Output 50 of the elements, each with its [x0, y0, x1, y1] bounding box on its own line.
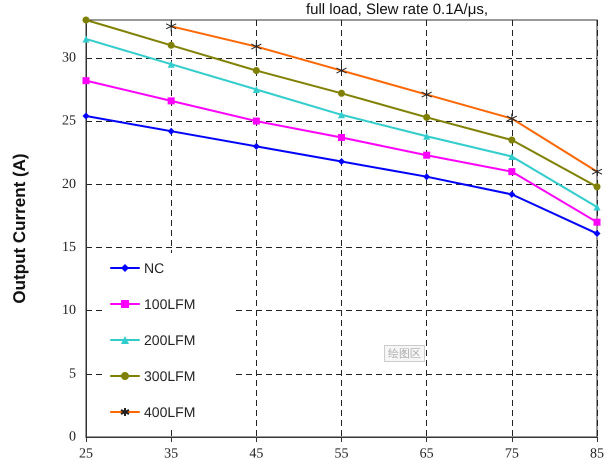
- point: [252, 86, 260, 93]
- legend-label: 100LFM: [144, 296, 196, 312]
- y-tick-label: 5: [69, 366, 76, 382]
- point: [168, 60, 175, 68]
- point: [168, 42, 175, 49]
- x-tick-label: 45: [249, 446, 264, 462]
- legend-label: 300LFM: [144, 368, 196, 384]
- y-tick-label: 25: [62, 114, 76, 129]
- x-tick-label: 75: [504, 446, 519, 462]
- legend-label: 400LFM: [144, 404, 196, 420]
- y-tick-label: 15: [62, 240, 76, 255]
- point: [82, 35, 90, 42]
- point: [423, 114, 430, 121]
- point: [508, 168, 516, 176]
- point: [594, 204, 600, 211]
- point: [338, 158, 345, 166]
- point: [423, 152, 430, 159]
- point: [338, 134, 345, 142]
- chart-title: full load, Slew rate 0.1A/μs,: [306, 1, 488, 18]
- point: [168, 128, 175, 135]
- x-tick-label: 55: [334, 446, 348, 462]
- annotation: 绘图区: [388, 347, 421, 360]
- x-tick-label: 25: [79, 446, 93, 462]
- point: [338, 111, 345, 118]
- point: [508, 136, 516, 144]
- point: [594, 218, 600, 226]
- point: [82, 112, 90, 120]
- legend-label: 200LFM: [144, 332, 196, 348]
- point: [252, 142, 260, 150]
- y-tick-label: 10: [62, 303, 76, 318]
- point: [594, 183, 600, 190]
- point: [252, 67, 260, 74]
- point: [82, 16, 90, 24]
- point: [338, 90, 345, 97]
- point: [423, 173, 430, 180]
- point: [508, 152, 516, 160]
- point: [82, 77, 90, 84]
- point: [594, 230, 600, 238]
- legend-label: NC: [144, 260, 164, 276]
- x-tick-label: 85: [590, 446, 604, 462]
- x-tick-label: 65: [420, 446, 434, 462]
- y-tick-label: 0: [69, 430, 76, 444]
- y-tick-label: 30: [62, 50, 76, 66]
- point: [508, 190, 516, 198]
- y-axis-title: Output Current (A): [10, 153, 29, 304]
- y-tick-label: 20: [62, 176, 76, 192]
- x-tick-label: 35: [164, 446, 178, 462]
- point: [252, 118, 260, 125]
- point: [168, 97, 175, 104]
- point: [423, 132, 430, 140]
